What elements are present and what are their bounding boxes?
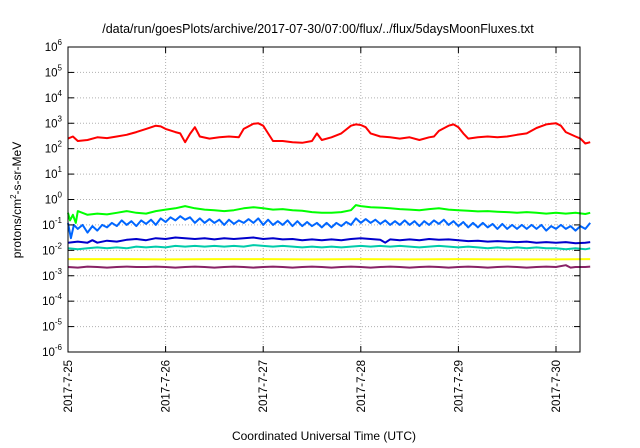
x-tick-label: 2017-7-28: [356, 360, 368, 412]
x-tick-label: 2017-7-29: [453, 360, 465, 412]
y-tick-label: 10-1: [42, 216, 62, 232]
series-line-2: [67, 215, 591, 240]
y-tick-label: 100: [45, 191, 63, 207]
series-line-6: [67, 264, 591, 269]
x-tick-label: 2017-7-25: [63, 360, 75, 412]
y-tick-label: 10-4: [42, 292, 62, 308]
y-tick-label: 10-2: [42, 241, 62, 257]
y-axis-label: protons/cm2-s-sr-MeV: [9, 142, 24, 258]
y-tick-label: 105: [45, 63, 63, 79]
y-tick-label: 104: [45, 89, 63, 105]
x-tick-label: 2017-7-26: [161, 360, 173, 412]
y-tick-base: 10: [42, 271, 55, 283]
y-axis-label-pre: protons/cm: [10, 199, 24, 258]
y-tick-exponent: 1: [58, 165, 63, 174]
x-tick-label: 2017-7-27: [258, 360, 270, 412]
y-tick-label: 10-6: [42, 343, 62, 359]
y-tick-base: 10: [45, 144, 58, 156]
y-tick-base: 10: [42, 220, 55, 232]
y-tick-base: 10: [45, 93, 58, 105]
y-tick-base: 10: [45, 67, 58, 79]
y-axis-label-post: -s-sr-MeV: [10, 142, 24, 195]
y-tick-base: 10: [42, 347, 55, 359]
y-tick-exponent: 2: [58, 140, 63, 149]
y-tick-base: 10: [42, 245, 55, 257]
series-group: [67, 122, 591, 269]
y-tick-base: 10: [45, 195, 58, 207]
y-tick-label: 103: [45, 114, 63, 130]
series-line-1: [67, 204, 591, 224]
series-line-4: [67, 244, 591, 251]
y-tick-exponent: -5: [55, 318, 63, 327]
grid-lines: [68, 47, 580, 352]
y-tick-exponent: 5: [58, 63, 63, 72]
y-tick-label: 102: [45, 140, 63, 156]
x-axis-label: Coordinated Universal Time (UTC): [232, 429, 416, 443]
y-tick-base: 10: [42, 296, 55, 308]
y-tick-label: 101: [45, 165, 63, 181]
y-tick-base: 10: [45, 118, 58, 130]
y-tick-exponent: -3: [55, 267, 63, 276]
chart-title: /data/run/goesPlots/archive/2017-07-30/0…: [102, 22, 534, 36]
series-line-3: [67, 236, 591, 245]
y-axis-label-sup: 2: [9, 194, 18, 199]
y-tick-exponent: 6: [58, 38, 63, 47]
y-tick-exponent: -2: [55, 241, 63, 250]
x-tick-label: 2017-7-30: [551, 360, 563, 412]
y-tick-label: 106: [45, 38, 63, 54]
y-tick-label: 10-3: [42, 267, 62, 283]
series-line-0: [67, 122, 591, 145]
y-tick-label: 10-5: [42, 318, 62, 334]
y-tick-base: 10: [42, 322, 55, 334]
y-tick-exponent: -6: [55, 343, 63, 352]
y-axis-ticks: 10-610-510-410-310-210-11001011021031041…: [42, 38, 580, 359]
y-tick-exponent: 4: [58, 89, 63, 98]
y-tick-exponent: -4: [55, 292, 63, 301]
y-tick-exponent: -1: [55, 216, 63, 225]
y-tick-exponent: 3: [58, 114, 63, 123]
y-tick-base: 10: [45, 169, 58, 181]
y-tick-base: 10: [45, 42, 58, 54]
y-tick-exponent: 0: [58, 191, 63, 200]
x-axis-ticks: 2017-7-25 2017-7-26 2017-7-27 2017-7-28 2017…: [63, 47, 563, 412]
